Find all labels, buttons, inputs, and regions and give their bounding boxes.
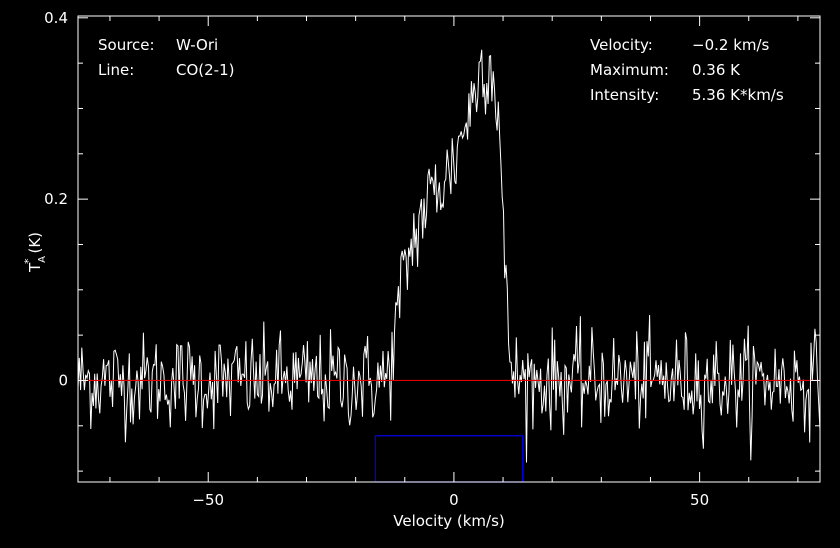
chart-marks	[77, 49, 821, 483]
x-axis-label: Velocity (km/s)	[393, 512, 504, 530]
source-label: Source:	[98, 36, 155, 54]
spectrum-line	[77, 49, 821, 463]
x-tick-label: −50	[192, 491, 224, 509]
svg-text:TA*(K): TA*(K)	[22, 232, 48, 273]
y-tick-label: 0	[58, 371, 68, 389]
integration-window	[374, 435, 524, 483]
y-axis-label: TA*(K)	[22, 232, 48, 273]
velocity-label: Velocity:	[590, 36, 653, 54]
maximum-value: 0.36 K	[692, 61, 741, 79]
velocity-value: −0.2 km/s	[692, 36, 770, 54]
plot-frame	[77, 15, 821, 483]
y-tick-label: 0.4	[44, 9, 68, 27]
intensity-label: Intensity:	[590, 86, 660, 104]
axis-ticks: −50 0 50 0 0.2 0.4	[44, 9, 820, 509]
line-value: CO(2-1)	[176, 61, 235, 79]
maximum-label: Maximum:	[590, 61, 669, 79]
x-tick-label: 0	[449, 491, 459, 509]
line-label: Line:	[98, 61, 135, 79]
intensity-value: 5.36 K*km/s	[692, 86, 784, 104]
x-tick-label: 50	[690, 491, 709, 509]
y-tick-label: 0.2	[44, 190, 68, 208]
source-value: W-Ori	[176, 36, 219, 54]
